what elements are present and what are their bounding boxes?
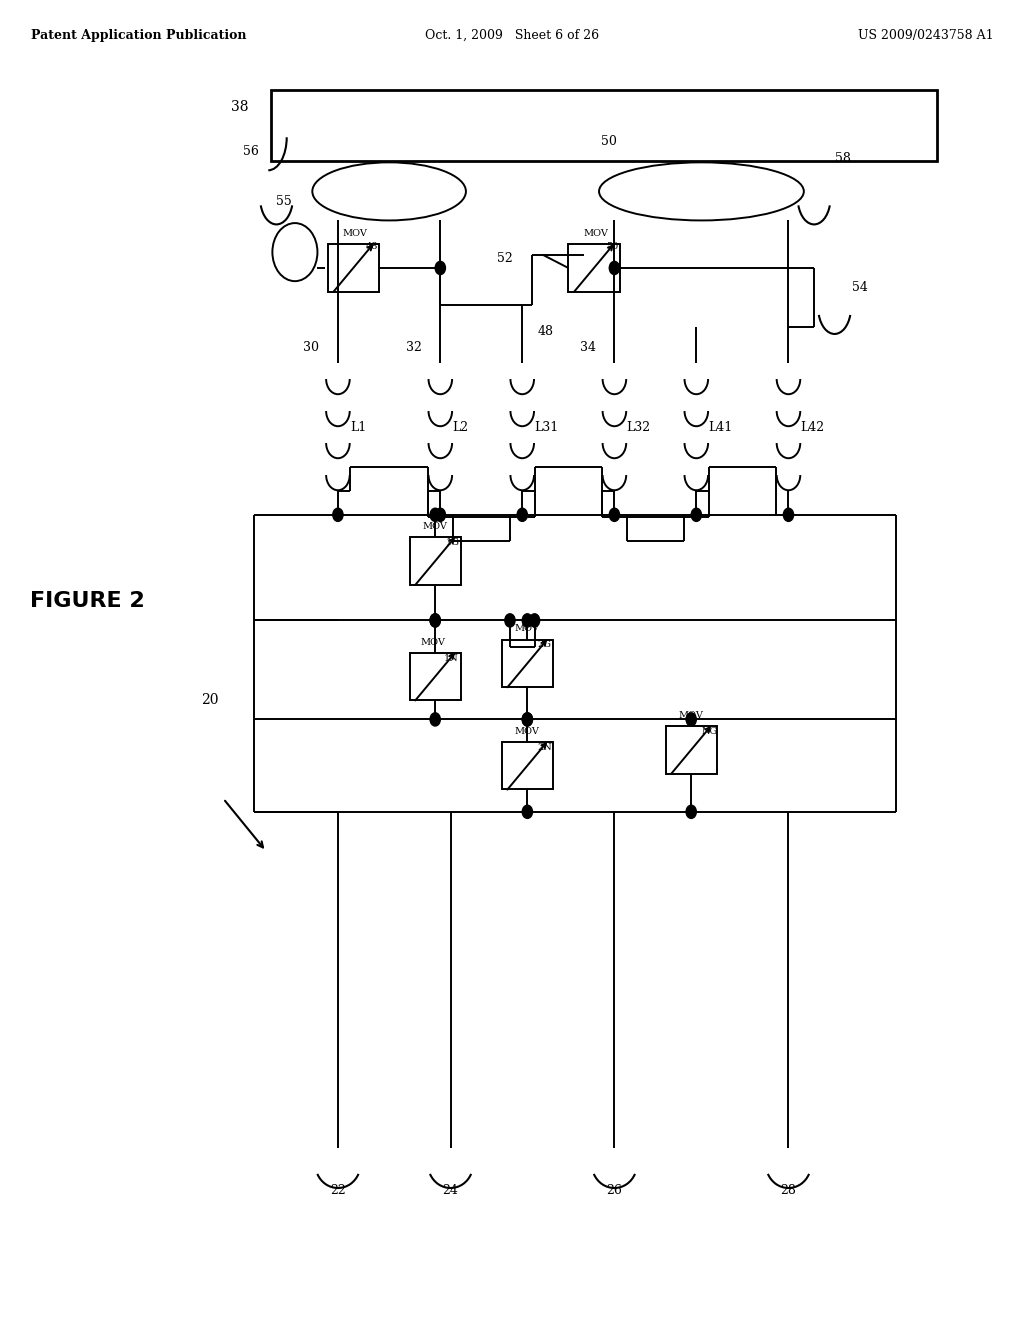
Circle shape xyxy=(333,508,343,521)
Text: L1: L1 xyxy=(350,421,367,433)
Circle shape xyxy=(783,508,794,521)
Text: FIGURE 2: FIGURE 2 xyxy=(30,590,144,611)
Text: L32: L32 xyxy=(627,421,651,433)
Text: 26: 26 xyxy=(606,1184,623,1197)
Text: Patent Application Publication: Patent Application Publication xyxy=(31,29,246,42)
Text: L31: L31 xyxy=(535,421,559,433)
Text: 1N: 1N xyxy=(443,653,458,663)
Circle shape xyxy=(609,261,620,275)
Text: MOV: MOV xyxy=(423,523,447,531)
Text: 28: 28 xyxy=(780,1184,797,1197)
Text: 32: 32 xyxy=(406,341,422,354)
Text: 38: 38 xyxy=(231,100,249,115)
Circle shape xyxy=(522,805,532,818)
Circle shape xyxy=(522,713,532,726)
Text: MOV: MOV xyxy=(679,711,703,719)
Bar xyxy=(271,90,937,161)
Text: 55: 55 xyxy=(276,195,292,209)
Text: 48: 48 xyxy=(366,243,378,251)
Circle shape xyxy=(691,508,701,521)
Bar xyxy=(410,537,461,585)
Text: MOV: MOV xyxy=(515,624,540,634)
Text: 50: 50 xyxy=(606,243,618,251)
Text: L2: L2 xyxy=(453,421,469,433)
Bar xyxy=(410,653,461,700)
Text: 2N: 2N xyxy=(538,743,552,751)
Text: 20: 20 xyxy=(201,693,218,706)
Bar xyxy=(502,742,553,789)
Text: 56: 56 xyxy=(243,145,259,158)
Text: MOV: MOV xyxy=(421,638,445,647)
Text: 24: 24 xyxy=(442,1184,459,1197)
Text: NG: NG xyxy=(701,727,718,735)
Circle shape xyxy=(686,805,696,818)
Bar xyxy=(666,726,717,774)
Circle shape xyxy=(609,508,620,521)
Text: 48: 48 xyxy=(538,325,554,338)
Text: 58: 58 xyxy=(835,152,851,165)
Circle shape xyxy=(430,614,440,627)
Bar xyxy=(328,244,379,292)
Circle shape xyxy=(522,614,532,627)
Circle shape xyxy=(430,508,440,521)
Circle shape xyxy=(517,508,527,521)
Circle shape xyxy=(686,713,696,726)
Circle shape xyxy=(435,508,445,521)
Text: 30: 30 xyxy=(303,341,319,354)
Bar xyxy=(502,639,553,686)
Text: 22: 22 xyxy=(330,1184,346,1197)
Circle shape xyxy=(435,261,445,275)
Circle shape xyxy=(529,614,540,627)
Circle shape xyxy=(430,713,440,726)
Text: 52: 52 xyxy=(497,252,512,265)
Text: 54: 54 xyxy=(852,281,868,294)
Text: MOV: MOV xyxy=(343,230,368,238)
Text: 1G: 1G xyxy=(445,539,460,546)
Bar xyxy=(568,244,620,292)
Text: US 2009/0243758 A1: US 2009/0243758 A1 xyxy=(858,29,993,42)
Text: 50: 50 xyxy=(601,135,617,148)
Circle shape xyxy=(505,614,515,627)
Text: L41: L41 xyxy=(709,421,733,433)
Text: MOV: MOV xyxy=(515,727,540,735)
Text: Oct. 1, 2009   Sheet 6 of 26: Oct. 1, 2009 Sheet 6 of 26 xyxy=(425,29,599,42)
Circle shape xyxy=(430,614,440,627)
Text: MOV: MOV xyxy=(584,230,608,238)
Text: 2G: 2G xyxy=(538,640,552,649)
Text: 34: 34 xyxy=(580,341,596,354)
Text: L42: L42 xyxy=(801,421,825,433)
Circle shape xyxy=(522,713,532,726)
